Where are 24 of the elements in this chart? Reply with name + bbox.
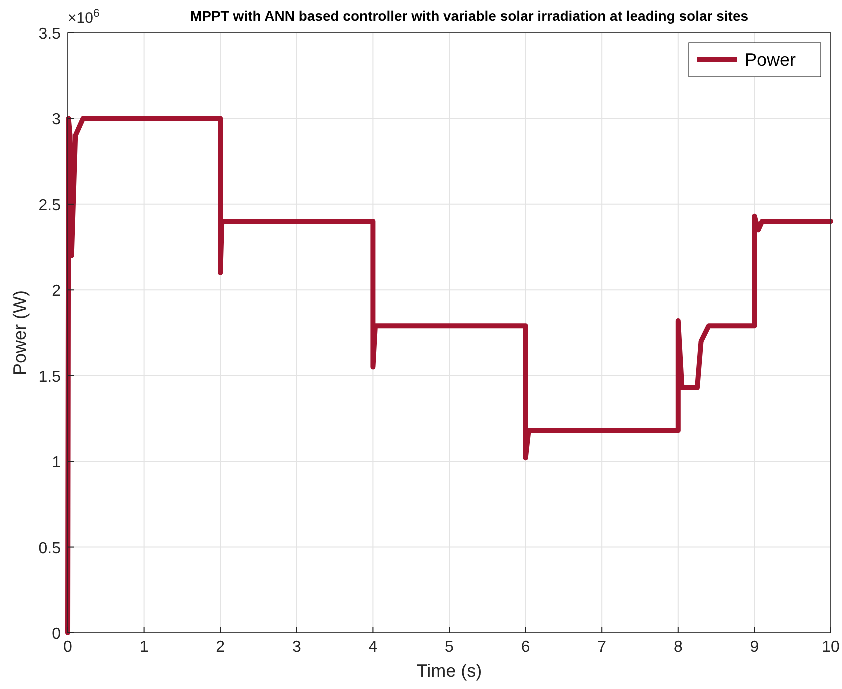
y-axis-title: Power (W) bbox=[10, 290, 30, 376]
chart-title: MPPT with ANN based controller with variable solar irradiation at leading solar sites bbox=[190, 8, 749, 24]
x-axis-title: Time (s) bbox=[416, 661, 482, 681]
y-tick-label: 2 bbox=[52, 283, 62, 300]
x-tick-label: 10 bbox=[822, 639, 840, 656]
y-tick-label: 2.5 bbox=[38, 197, 62, 214]
x-tick-label: 8 bbox=[674, 639, 683, 656]
y-tick-label: 0 bbox=[52, 626, 62, 643]
text: ×10$^{6}$ bbox=[68, 8, 100, 27]
x-tick-label: 5 bbox=[445, 639, 454, 656]
x-tick-label: 3 bbox=[292, 639, 302, 656]
x-tick-label: 9 bbox=[750, 639, 760, 656]
x-tick-label: 7 bbox=[598, 639, 607, 656]
legend-label: Power bbox=[745, 50, 796, 70]
y-tick-label: 1 bbox=[52, 454, 62, 472]
x-tick-label: 4 bbox=[368, 639, 378, 656]
y-tick-label: 3.5 bbox=[38, 26, 62, 43]
y-tick-label: 0.5 bbox=[38, 540, 62, 558]
y-tick-label: 3 bbox=[52, 112, 62, 129]
x-tick-label: 0 bbox=[64, 639, 73, 656]
x-tick-label: 1 bbox=[140, 639, 149, 656]
x-tick-label: 2 bbox=[216, 639, 226, 656]
x-tick-label: 6 bbox=[521, 639, 530, 656]
y-tick-label: 1.5 bbox=[38, 368, 62, 386]
